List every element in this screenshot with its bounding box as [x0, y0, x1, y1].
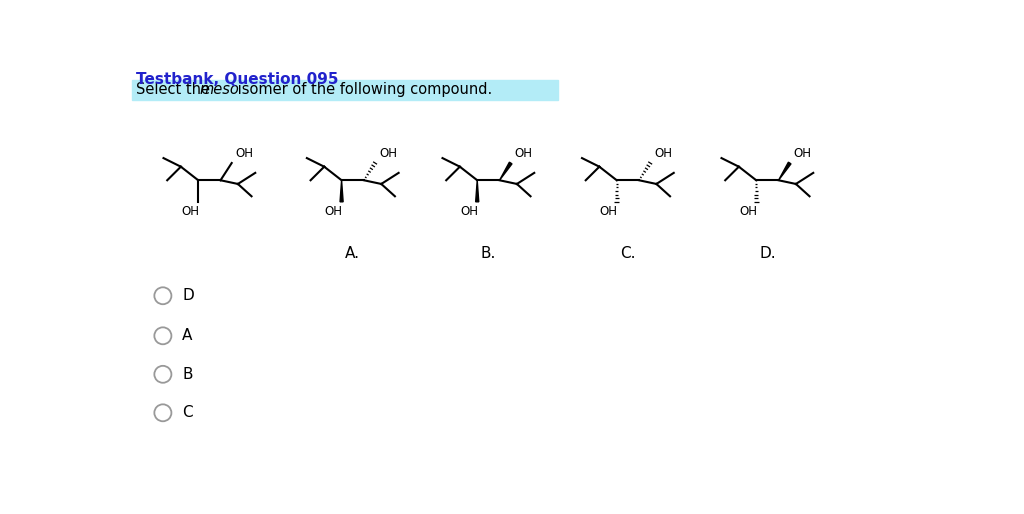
Polygon shape	[476, 180, 479, 202]
Text: OH: OH	[654, 147, 672, 160]
Polygon shape	[500, 162, 512, 180]
Text: A: A	[182, 328, 193, 343]
Text: Testbank, Question 095: Testbank, Question 095	[136, 72, 338, 87]
Polygon shape	[340, 180, 343, 202]
Text: OH: OH	[181, 205, 199, 218]
Text: OH: OH	[325, 205, 343, 218]
Text: A.: A.	[345, 246, 360, 261]
Text: OH: OH	[236, 147, 254, 160]
Text: OH: OH	[460, 205, 478, 218]
Text: meso: meso	[200, 82, 240, 97]
Text: OH: OH	[515, 147, 532, 160]
Text: Select the: Select the	[136, 82, 214, 97]
Text: C: C	[182, 406, 193, 420]
Text: isomer of the following compound.: isomer of the following compound.	[232, 82, 492, 97]
Text: C.: C.	[621, 246, 636, 261]
Text: D.: D.	[759, 246, 776, 261]
Text: B: B	[182, 367, 193, 382]
Text: OH: OH	[379, 147, 397, 160]
Text: OH: OH	[600, 205, 617, 218]
Text: B.: B.	[480, 246, 496, 261]
Text: D: D	[182, 288, 194, 303]
Polygon shape	[778, 162, 791, 180]
Bar	[132, 80, 558, 100]
Text: OH: OH	[739, 205, 757, 218]
Text: OH: OH	[794, 147, 812, 160]
